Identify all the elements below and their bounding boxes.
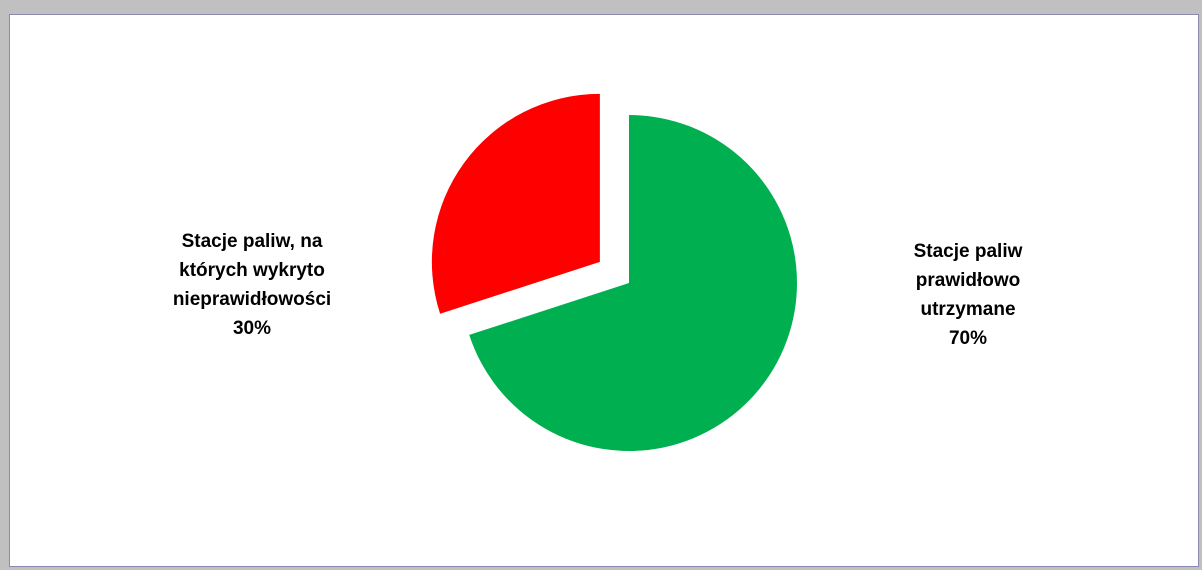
pie-slice-nieprawidlowosci	[431, 93, 600, 314]
pie-chart	[431, 93, 797, 451]
data-label-prawidlowo-utrzymane: Stacje paliw prawidłowo utrzymane 70%	[868, 208, 1068, 382]
chart-area: Stacje paliw, na których wykryto niepraw…	[9, 14, 1199, 567]
data-label-prawidlowo-utrzymane-text: Stacje paliw prawidłowo utrzymane	[913, 241, 1023, 320]
data-label-nieprawidlowosci: Stacje paliw, na których wykryto niepraw…	[132, 198, 372, 372]
data-label-nieprawidlowosci-value: 30%	[232, 318, 272, 339]
data-label-nieprawidlowosci-text: Stacje paliw, na których wykryto niepraw…	[172, 231, 332, 310]
pie-slice-prawidlowo-utrzymane	[469, 115, 797, 451]
data-label-prawidlowo-utrzymane-value: 70%	[948, 328, 988, 349]
